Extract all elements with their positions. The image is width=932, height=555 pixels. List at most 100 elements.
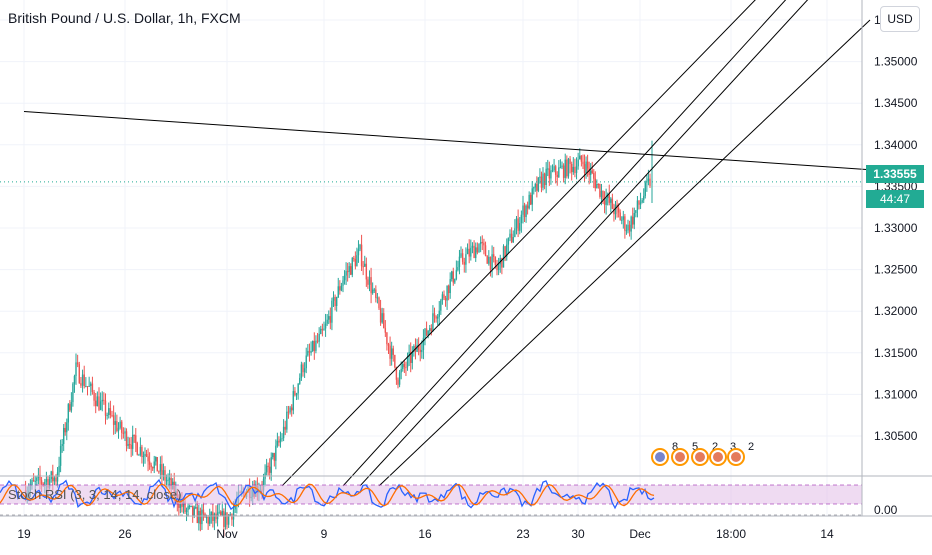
- candle-body: [378, 297, 380, 309]
- candle-body: [342, 280, 344, 286]
- candle-body: [564, 159, 566, 178]
- channel-line[interactable]: [378, 19, 871, 487]
- candle-body: [287, 411, 290, 413]
- channel-line[interactable]: [281, 0, 760, 487]
- candle-body: [594, 178, 597, 189]
- candle-body: [64, 427, 66, 433]
- candle-body: [265, 465, 268, 473]
- candle-body: [50, 471, 52, 480]
- candle-body: [449, 279, 451, 294]
- candle-body: [90, 383, 92, 386]
- candle-body: [125, 431, 128, 446]
- candle-body: [613, 208, 615, 215]
- candle-body: [299, 377, 301, 384]
- candle-body: [617, 207, 620, 213]
- candle-body: [44, 481, 46, 484]
- candle-body: [553, 166, 555, 171]
- candle-body: [636, 200, 639, 211]
- candle-body: [408, 351, 410, 357]
- candle-body: [48, 479, 51, 488]
- candle-body: [441, 294, 444, 301]
- candle-body: [427, 330, 429, 336]
- candle-body: [417, 344, 420, 350]
- candle-body: [606, 194, 609, 199]
- candle-body: [198, 510, 200, 524]
- candle-body: [69, 404, 71, 411]
- candle-body: [588, 168, 590, 175]
- candle-body: [403, 363, 406, 368]
- candle-body: [506, 244, 508, 257]
- stoch-rsi-label: Stoch RSI (3, 3, 14, 14, close): [8, 487, 182, 502]
- candle-body: [486, 256, 488, 264]
- drawing-layer[interactable]: [0, 0, 871, 487]
- candle-body: [497, 264, 500, 271]
- candle-body: [512, 237, 514, 243]
- candle-body: [329, 316, 332, 323]
- candle-body: [276, 440, 279, 446]
- candle-body: [387, 344, 390, 346]
- candle-body: [430, 328, 433, 332]
- candle-body: [639, 202, 642, 205]
- candle-body: [421, 349, 423, 353]
- candle-body: [278, 440, 280, 443]
- candle-body: [386, 332, 388, 345]
- candle-body: [625, 230, 628, 232]
- candle-body: [545, 168, 547, 185]
- event-count-label: 3: [730, 441, 736, 453]
- candle-body: [328, 316, 330, 320]
- candle-body: [227, 515, 230, 525]
- candle-body: [345, 271, 347, 276]
- candle-body: [290, 407, 293, 411]
- time-tick-label: 16: [418, 527, 432, 541]
- candle-body: [83, 374, 85, 387]
- candle-body: [630, 216, 632, 232]
- candle-body: [47, 479, 49, 488]
- candle-body: [383, 313, 385, 329]
- candle-body: [569, 158, 571, 164]
- time-tick-label: 18:00: [716, 527, 746, 541]
- candle-body: [622, 216, 625, 220]
- resistance-trendline[interactable]: [23, 111, 871, 171]
- candle-body: [593, 173, 595, 179]
- candle-body: [195, 507, 197, 509]
- channel-line[interactable]: [342, 0, 790, 487]
- candle-body: [599, 184, 601, 197]
- candle-body: [282, 426, 285, 439]
- candle-body: [400, 368, 402, 373]
- candle-body: [556, 174, 558, 178]
- currency-button[interactable]: USD: [880, 6, 920, 32]
- candle-body: [311, 340, 314, 352]
- candle-body: [416, 344, 418, 352]
- candle-body: [507, 237, 510, 245]
- candle-body: [496, 265, 498, 271]
- candle-body: [147, 456, 149, 462]
- candle-body: [517, 218, 519, 231]
- candle-body: [371, 289, 374, 294]
- candle-body: [56, 472, 59, 482]
- candle-body: [232, 509, 235, 520]
- candle-body: [73, 376, 76, 384]
- candle-body: [646, 181, 648, 183]
- candle-body: [433, 313, 436, 317]
- candle-body: [489, 256, 492, 270]
- channel-line[interactable]: [359, 0, 812, 487]
- candle-body: [127, 444, 129, 446]
- grid-layer: [0, 0, 862, 516]
- candle-body: [313, 340, 316, 351]
- candle-body: [185, 509, 188, 513]
- candle-body: [316, 340, 319, 342]
- event-count-label: 8: [672, 441, 678, 453]
- candle-body: [162, 470, 165, 475]
- candle-body: [234, 505, 236, 510]
- candle-body: [463, 261, 465, 265]
- candle-body: [209, 516, 211, 524]
- candle-body: [202, 509, 205, 514]
- candle-body: [170, 478, 172, 489]
- candle-body: [61, 444, 63, 446]
- candle-body: [128, 444, 131, 446]
- candle-body: [130, 444, 132, 449]
- candle-body: [187, 506, 189, 510]
- candle-body: [220, 511, 222, 516]
